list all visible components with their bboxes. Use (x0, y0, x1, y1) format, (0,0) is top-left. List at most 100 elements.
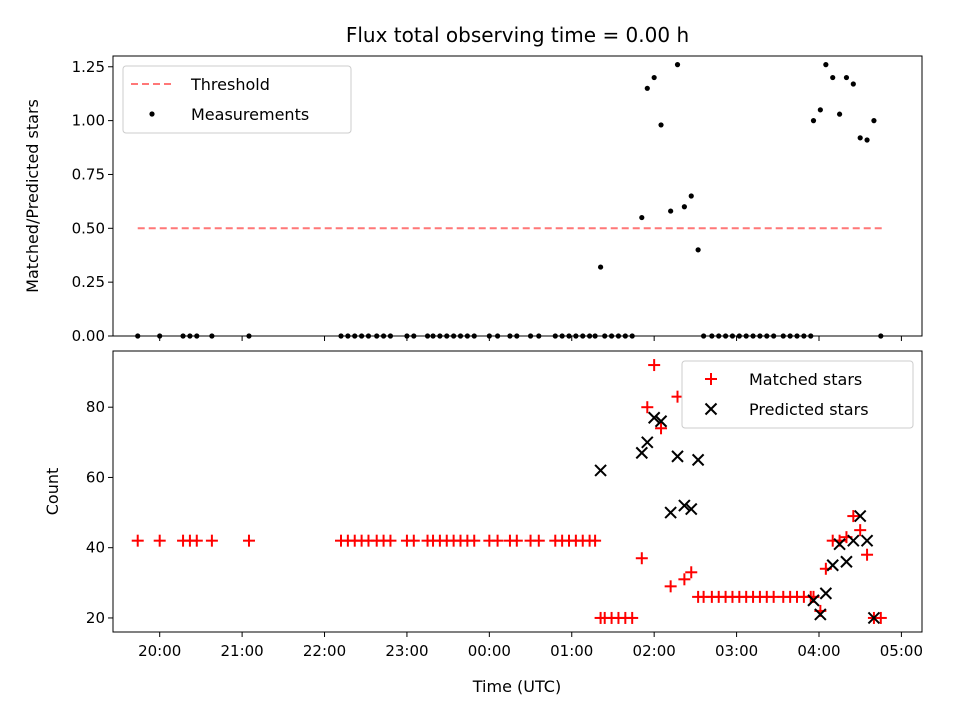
measurement-point (794, 333, 800, 339)
measurement-point (736, 333, 742, 339)
predicted-star-point (833, 537, 846, 551)
measurement-point (365, 333, 372, 339)
predicted-star-point (807, 594, 820, 607)
measurement-point (451, 333, 457, 339)
bottom-x-tick-label: 02:00 (633, 642, 676, 660)
bottom-legend: Matched stars Predicted stars (681, 360, 914, 429)
measurement-point (457, 333, 464, 339)
measurement-point (566, 333, 572, 339)
predicted-star-point-b (647, 411, 661, 424)
predicted-star-point-b (853, 509, 867, 523)
measurement-point (494, 333, 501, 339)
matched-star-point (854, 524, 867, 537)
predicted-star-point-b (860, 534, 874, 547)
measurement-point (209, 333, 215, 339)
bottom-panel: 20 40 60 80 20:00 21:00 22:00 23:00 00:00 01:00 02… (43, 350, 923, 696)
top-y-tick-label: 0.00 (72, 327, 105, 345)
matched-star-point (153, 534, 166, 547)
predicted-star-point-b (664, 506, 677, 519)
matched-star-point (384, 534, 397, 547)
matched-star-point (205, 534, 218, 547)
measurement-point (507, 333, 513, 339)
measurement-point (194, 333, 200, 339)
measurement-point (246, 333, 252, 339)
measurement-point (639, 214, 645, 221)
measurement-point (701, 333, 707, 339)
bottom-x-tick-label: 01:00 (550, 642, 593, 660)
measurement-point (573, 333, 579, 339)
bottom-x-tick-label: 20:00 (138, 642, 181, 660)
matched-star-point (242, 534, 255, 547)
matched-star-point (861, 548, 874, 561)
matched-star-point (532, 534, 545, 547)
predicted-star-point-b (594, 464, 607, 477)
measurement-point (352, 333, 358, 339)
predicted-star-point (814, 608, 827, 621)
measurement-point (750, 333, 756, 339)
top-y-axis-label: Matched/Predicted stars (23, 99, 42, 293)
measurement-point (597, 264, 604, 270)
bottom-x-tick-label: 00:00 (468, 642, 511, 660)
measurement-point (780, 333, 786, 339)
matched-star-point (847, 510, 860, 523)
measurement-point (602, 333, 608, 339)
measurement-point (658, 122, 664, 128)
top-legend: Threshold Measurements (122, 65, 352, 134)
measurement-point (464, 333, 470, 339)
measurement-point (380, 333, 387, 339)
predicted-star-point-b (826, 559, 839, 572)
measurement-point (587, 333, 593, 339)
measurement-point (338, 333, 344, 339)
measurement-point (843, 74, 850, 81)
measurement-point (808, 333, 814, 339)
predicted-star-point (867, 611, 881, 625)
bottom-x-tick-label: 22:00 (303, 642, 346, 660)
measurement-point (187, 333, 193, 339)
measurement-point (878, 333, 884, 339)
top-y-tick-label: 0.75 (72, 165, 105, 183)
predicted-star-point (860, 534, 874, 547)
matched-star-point (626, 611, 639, 624)
measurement-point (850, 81, 856, 87)
predicted-star-point (853, 509, 867, 523)
measurement-point (716, 333, 722, 339)
legend-matched-swatch (705, 373, 717, 385)
predicted-star-point (635, 446, 649, 460)
legend-predicted-label: Predicted stars (749, 400, 869, 419)
matched-star-point (491, 534, 504, 547)
predicted-star-point-b (819, 587, 833, 600)
matched-star-point (685, 566, 698, 579)
measurement-point (830, 74, 836, 81)
measurement-point (729, 333, 736, 339)
top-legend-box (122, 65, 352, 134)
measurement-point (722, 333, 729, 339)
predicted-star-point (671, 450, 684, 463)
measurement-point (580, 333, 586, 339)
predicted-star-point (647, 411, 661, 424)
top-y-tick-label: 0.25 (72, 273, 105, 291)
legend-predicted-swatch-b (704, 402, 718, 416)
predicted-star-point-b (840, 555, 853, 568)
predicted-star-point-b (678, 499, 691, 512)
predicted-star-point (678, 499, 691, 512)
legend-matched-label: Matched stars (749, 370, 862, 389)
x-axis-label: Time (UTC) (472, 677, 561, 696)
bottom-y-tick-label: 40 (86, 539, 105, 557)
bottom-x-tick-label: 23:00 (385, 642, 428, 660)
measurement-point (764, 333, 770, 339)
top-y-tick-label: 1.25 (72, 58, 105, 76)
top-panel: 0.00 0.25 0.50 0.75 1.00 1.25 Matched/Predicte… (23, 55, 923, 345)
measurement-point (823, 62, 829, 68)
measurement-point (629, 333, 635, 339)
matched-star-point (641, 401, 654, 414)
matched-star-point (407, 534, 420, 547)
predicted-star-point (691, 453, 705, 467)
matched-star-point (678, 573, 691, 586)
bottom-y-tick-label: 60 (86, 468, 105, 486)
measurement-point (444, 333, 450, 339)
matched-star-point (664, 580, 677, 593)
measurement-point (180, 333, 186, 339)
bottom-y-tick-label: 80 (86, 398, 105, 416)
measurement-point (430, 333, 436, 339)
measurement-point (871, 118, 877, 124)
